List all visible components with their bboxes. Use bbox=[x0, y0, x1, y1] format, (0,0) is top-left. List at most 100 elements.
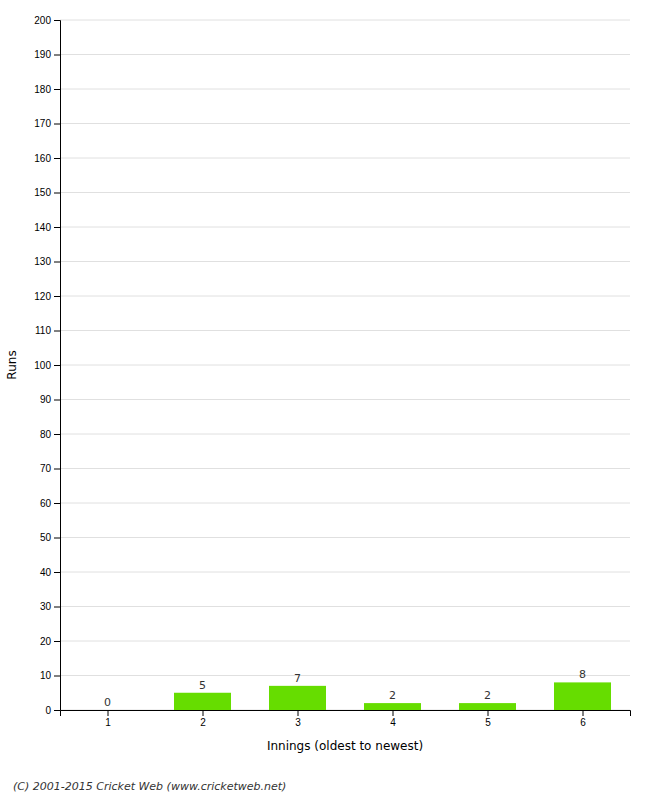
y-tick: 70 bbox=[40, 463, 60, 474]
y-tick-mark bbox=[54, 124, 60, 125]
grid-line bbox=[60, 89, 630, 90]
y-tick: 0 bbox=[45, 705, 60, 716]
x-tick: 6 bbox=[580, 710, 586, 728]
chart: 0572281234560102030405060708090100110120… bbox=[0, 0, 650, 800]
grid-line bbox=[60, 537, 630, 538]
data-label: 2 bbox=[484, 689, 491, 702]
footer: (C) 2001-2015 Cricket Web (www.cricketwe… bbox=[13, 780, 286, 793]
y-axis: 0102030405060708090100110120130140150160… bbox=[34, 15, 60, 716]
data-label: 0 bbox=[104, 696, 111, 709]
y-tick: 90 bbox=[40, 394, 60, 405]
data-label: 5 bbox=[199, 679, 206, 692]
x-axis-line bbox=[61, 711, 631, 717]
y-tick-label: 110 bbox=[35, 325, 51, 336]
y-tick: 50 bbox=[40, 532, 60, 543]
x-tick: 1 bbox=[105, 710, 111, 728]
bar bbox=[269, 686, 326, 710]
y-axis-title: Runs bbox=[5, 350, 19, 379]
y-tick-mark bbox=[54, 503, 60, 504]
x-tick: 5 bbox=[485, 710, 491, 728]
y-tick: 160 bbox=[34, 153, 60, 164]
grid-line bbox=[60, 503, 630, 504]
y-tick-mark bbox=[54, 538, 60, 539]
y-tick-label: 30 bbox=[40, 601, 52, 612]
y-tick: 200 bbox=[34, 15, 60, 26]
x-tick-mark bbox=[108, 710, 109, 716]
x-tick-label: 4 bbox=[390, 717, 396, 728]
y-tick-label: 70 bbox=[40, 463, 52, 474]
y-tick: 150 bbox=[34, 187, 60, 198]
y-tick: 100 bbox=[34, 360, 60, 371]
plot: 0572281234560102030405060708090100110120… bbox=[34, 15, 630, 728]
bar bbox=[364, 703, 421, 710]
grid-line bbox=[60, 365, 630, 366]
y-tick: 130 bbox=[34, 256, 60, 267]
grid-line bbox=[60, 158, 630, 159]
y-tick-label: 100 bbox=[34, 360, 51, 371]
y-tick-label: 160 bbox=[34, 153, 51, 164]
x-tick-label: 1 bbox=[105, 717, 111, 728]
grid-line bbox=[60, 675, 630, 676]
grid-line bbox=[60, 330, 630, 331]
y-tick: 30 bbox=[40, 601, 60, 612]
y-tick-mark bbox=[54, 434, 60, 435]
bars bbox=[174, 682, 611, 710]
y-tick-mark bbox=[54, 469, 60, 470]
y-tick-label: 140 bbox=[34, 222, 51, 233]
grid-line bbox=[60, 227, 630, 228]
y-tick-mark bbox=[54, 262, 60, 263]
y-tick-label: 150 bbox=[34, 187, 51, 198]
y-tick-mark bbox=[54, 89, 60, 90]
y-tick: 140 bbox=[34, 222, 60, 233]
y-tick-label: 200 bbox=[34, 15, 51, 26]
grid-line bbox=[60, 572, 630, 573]
y-tick-mark bbox=[54, 296, 60, 297]
y-tick-mark bbox=[54, 607, 60, 608]
y-tick: 190 bbox=[34, 49, 60, 60]
bar bbox=[459, 703, 516, 710]
y-tick: 170 bbox=[34, 118, 60, 129]
y-tick: 10 bbox=[40, 670, 60, 681]
grid-line bbox=[60, 296, 630, 297]
y-tick-label: 20 bbox=[40, 636, 52, 647]
y-tick-label: 90 bbox=[40, 394, 52, 405]
x-tick-mark bbox=[488, 710, 489, 716]
grid-line bbox=[60, 123, 630, 124]
y-tick: 110 bbox=[35, 325, 60, 336]
data-labels: 0 5 7 2 2 8 bbox=[104, 668, 586, 709]
y-tick-label: 0 bbox=[45, 705, 51, 716]
bar bbox=[79, 710, 136, 711]
data-label: 8 bbox=[579, 668, 586, 681]
grid-line bbox=[60, 54, 630, 55]
x-tick-label: 3 bbox=[295, 717, 301, 728]
data-label: 7 bbox=[294, 672, 301, 685]
grid-line bbox=[60, 261, 630, 262]
y-tick-mark bbox=[54, 55, 60, 56]
y-tick-mark bbox=[54, 572, 60, 573]
y-tick-label: 190 bbox=[34, 49, 51, 60]
y-tick-mark bbox=[54, 400, 60, 401]
y-axis-line bbox=[54, 21, 61, 711]
y-tick: 40 bbox=[40, 567, 60, 578]
x-tick: 3 bbox=[295, 710, 301, 728]
x-tick-label: 5 bbox=[485, 717, 491, 728]
grid-line bbox=[60, 20, 630, 21]
y-tick-mark bbox=[54, 365, 60, 366]
x-tick-mark bbox=[393, 710, 394, 716]
x-tick-mark bbox=[298, 710, 299, 716]
grid-line bbox=[60, 641, 630, 642]
x-axis-title: Innings (oldest to newest) bbox=[267, 739, 423, 753]
grid-line bbox=[60, 192, 630, 193]
y-tick: 20 bbox=[40, 636, 60, 647]
y-tick-label: 130 bbox=[34, 256, 51, 267]
y-tick-label: 60 bbox=[40, 498, 52, 509]
y-tick-mark bbox=[54, 227, 60, 228]
y-tick-label: 50 bbox=[40, 532, 52, 543]
grid-line bbox=[60, 434, 630, 435]
data-label: 2 bbox=[389, 689, 396, 702]
x-tick: 4 bbox=[390, 710, 396, 728]
x-tick-mark bbox=[583, 710, 584, 716]
y-tick-label: 10 bbox=[40, 670, 52, 681]
grid-line bbox=[60, 468, 630, 469]
x-tick-mark bbox=[203, 710, 204, 716]
